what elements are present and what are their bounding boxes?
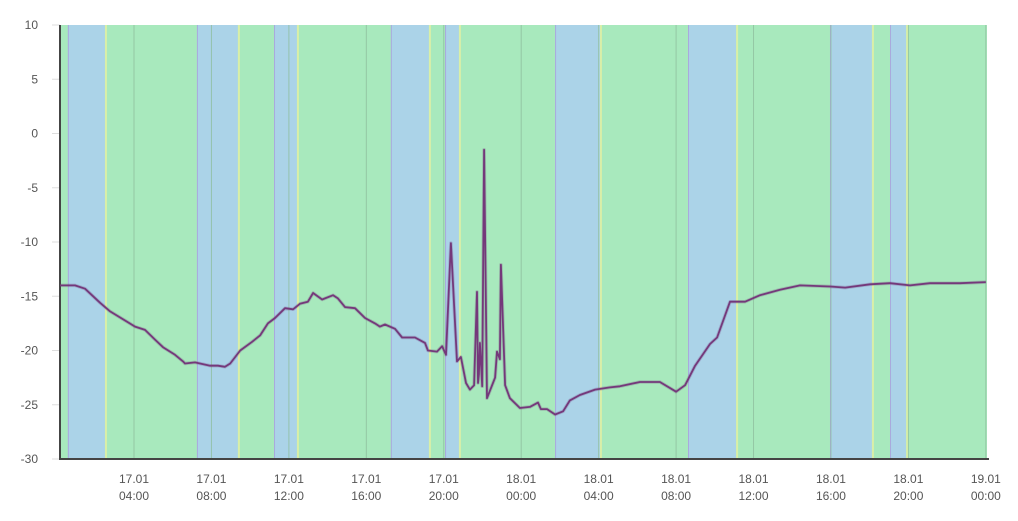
x-tick-date: 18.01: [584, 472, 614, 486]
x-tick-time: 20:00: [893, 489, 923, 503]
y-tick-label: -15: [21, 289, 39, 303]
x-tick-time: 08:00: [196, 489, 226, 503]
y-tick-label: -30: [21, 452, 39, 466]
x-tick-date: 18.01: [661, 472, 691, 486]
x-tick-time: 00:00: [971, 489, 1001, 503]
band-edge-line: [459, 25, 461, 459]
band-edge-line: [736, 25, 738, 459]
band-edge-line: [688, 25, 689, 459]
band-edge-line: [906, 25, 908, 459]
x-tick-time: 20:00: [429, 489, 459, 503]
x-tick-date: 18.01: [506, 472, 536, 486]
band-edge-line: [391, 25, 392, 459]
x-tick-date: 17.01: [351, 472, 381, 486]
x-tick-time: 08:00: [661, 489, 691, 503]
x-axis: 17.01 04:00 17.01 08:00 17.01 12:00 17.01 16:00…: [59, 459, 1001, 503]
y-tick-label: -25: [21, 398, 39, 412]
x-tick-date: 19.01: [971, 472, 1001, 486]
band-edge-line: [555, 25, 556, 459]
blue-band: [391, 25, 429, 459]
x-tick-date: 18.01: [816, 472, 846, 486]
band-edge-line: [445, 25, 446, 459]
x-tick-time: 04:00: [119, 489, 149, 503]
x-tick-date: 18.01: [893, 472, 923, 486]
x-tick-date: 17.01: [429, 472, 459, 486]
x-tick-time: 12:00: [739, 489, 769, 503]
x-tick-time: 16:00: [351, 489, 381, 503]
y-tick-label: -20: [21, 344, 39, 358]
blue-band: [197, 25, 238, 459]
blue-band: [68, 25, 105, 459]
band-edge-line: [297, 25, 299, 459]
x-tick-date: 18.01: [739, 472, 769, 486]
background-bands: [60, 25, 987, 459]
y-tick-label: -10: [21, 235, 39, 249]
y-tick-label: 10: [25, 18, 39, 32]
band-edge-line: [890, 25, 891, 459]
blue-band: [555, 25, 600, 459]
band-edge-line: [872, 25, 874, 459]
band-edge-line: [105, 25, 107, 459]
band-edge-line: [68, 25, 69, 459]
band-edge-line: [238, 25, 240, 459]
x-tick-date: 17.01: [196, 472, 226, 486]
band-edge-line: [600, 25, 602, 459]
x-tick-date: 17.01: [119, 472, 149, 486]
blue-band: [688, 25, 736, 459]
y-tick-label: 0: [31, 127, 38, 141]
blue-band: [890, 25, 906, 459]
band-edge-line: [429, 25, 431, 459]
band-edge-line: [197, 25, 198, 459]
y-tick-label: -5: [27, 181, 38, 195]
blue-band: [830, 25, 872, 459]
x-tick-date: 17.01: [274, 472, 304, 486]
band-edge-line: [274, 25, 275, 459]
x-tick-time: 00:00: [506, 489, 536, 503]
x-tick-time: 04:00: [584, 489, 614, 503]
x-tick-time: 16:00: [816, 489, 846, 503]
blue-band: [274, 25, 297, 459]
x-tick-time: 12:00: [274, 489, 304, 503]
y-tick-label: 5: [31, 72, 38, 86]
y-axis: 10 5 0 -5 -10 -15 -20 -25 -30: [21, 18, 60, 466]
